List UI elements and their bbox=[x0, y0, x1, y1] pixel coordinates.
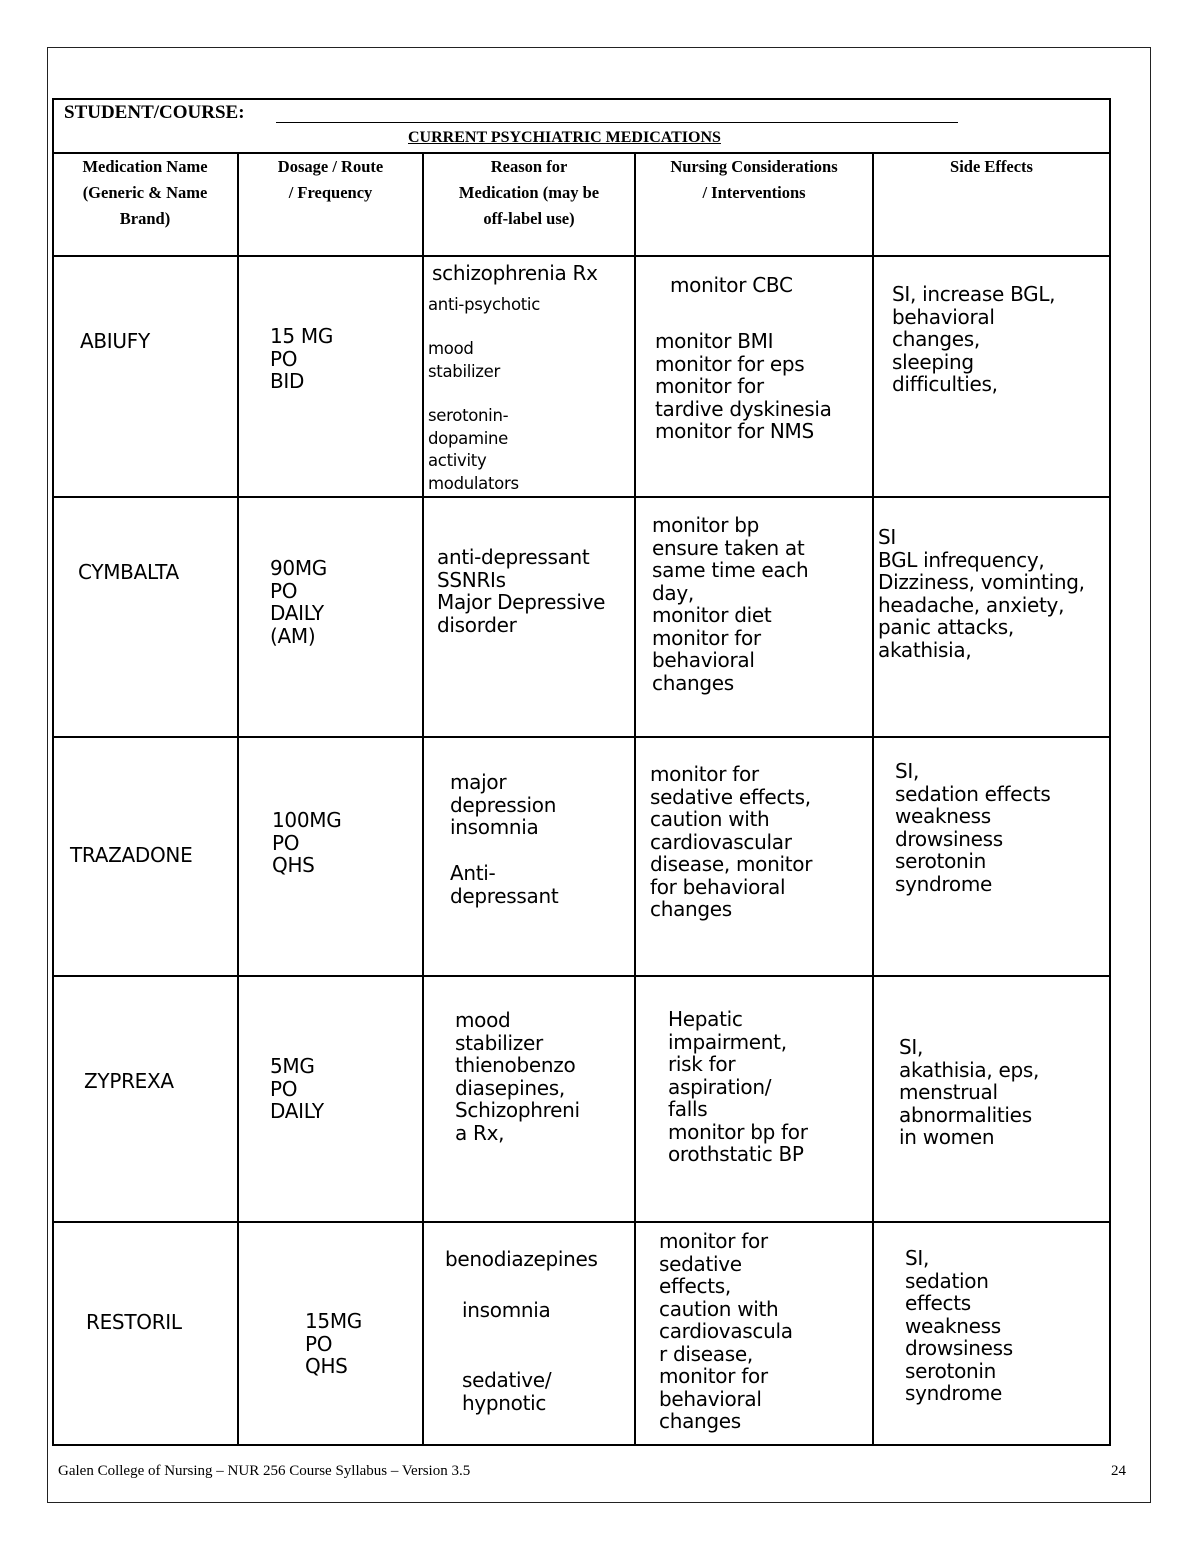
nursing-considerations: monitor bp ensure taken at same time eac… bbox=[652, 513, 809, 695]
header-reason-for-medication: Reason for Medication (may be off-label … bbox=[458, 157, 600, 228]
reason-for-medication: benodiazepines bbox=[445, 1247, 598, 1271]
nursing-considerations: monitor BMI monitor for eps monitor for … bbox=[655, 329, 832, 443]
footer-text: Galen College of Nursing – NUR 256 Cours… bbox=[58, 1463, 471, 1479]
row-divider bbox=[52, 255, 1111, 257]
row-divider bbox=[52, 736, 1111, 738]
dosage-route-frequency: 5MG PO DAILY bbox=[270, 1054, 324, 1123]
page-border bbox=[47, 47, 1151, 1503]
reason-for-medication: anti-depressant SSNRIs Major Depressive … bbox=[437, 545, 606, 637]
reason-for-medication: mood stabilizer thienobenzo diasepines, … bbox=[455, 1008, 580, 1145]
dosage-route-frequency: 100MG PO QHS bbox=[272, 808, 342, 877]
reason-for-medication: Anti- depressant bbox=[450, 861, 559, 908]
reason-for-medication: major depression insomnia bbox=[450, 770, 557, 839]
reason-for-medication: anti-psychotic bbox=[428, 295, 540, 314]
side-effects: SI, increase BGL, behavioral changes, sl… bbox=[892, 282, 1056, 396]
table-title: CURRENT PSYCHIATRIC MEDICATIONS bbox=[408, 129, 721, 146]
side-effects: SI BGL infrequency, Dizziness, vominting… bbox=[878, 525, 1085, 662]
student-course-label: STUDENT/COURSE: bbox=[64, 102, 245, 123]
side-effects: SI, sedation effects weakness drowsiness… bbox=[895, 759, 1051, 896]
row-divider bbox=[52, 975, 1111, 977]
header-dosage-route-frequency: Dosage / Route / Frequency bbox=[277, 157, 384, 202]
row-divider bbox=[52, 1221, 1111, 1223]
medication-name: TRAZADONE bbox=[70, 843, 193, 867]
dosage-route-frequency: 15 MG PO BID bbox=[270, 324, 334, 393]
column-divider bbox=[422, 153, 424, 1445]
nursing-considerations: monitor for sedative effects, caution wi… bbox=[650, 762, 813, 921]
side-effects: SI, akathisia, eps, menstrual abnormalit… bbox=[899, 1035, 1040, 1149]
column-divider bbox=[237, 153, 239, 1445]
page-number: 24 bbox=[1111, 1463, 1126, 1479]
header-medication-name: Medication Name (Generic & Name Brand) bbox=[82, 157, 208, 228]
nursing-considerations: monitor for sedative effects, caution wi… bbox=[659, 1229, 793, 1433]
column-divider bbox=[872, 153, 874, 1445]
side-effects: SI, sedation effects weakness drowsiness… bbox=[905, 1246, 1013, 1405]
nursing-considerations: Hepatic impairment, risk for aspiration/… bbox=[668, 1007, 808, 1166]
reason-for-medication: schizophrenia Rx bbox=[432, 261, 598, 285]
medication-name: RESTORIL bbox=[86, 1310, 182, 1334]
medication-table bbox=[52, 98, 1111, 1446]
header-side-effects: Side Effects bbox=[950, 157, 1033, 176]
reason-for-medication: sedative/ hypnotic bbox=[462, 1368, 552, 1415]
reason-for-medication: mood stabilizer bbox=[428, 339, 500, 381]
medication-name: ZYPREXA bbox=[84, 1069, 174, 1093]
row-divider bbox=[52, 152, 1111, 154]
dosage-route-frequency: 15MG PO QHS bbox=[305, 1309, 363, 1378]
reason-for-medication: insomnia bbox=[462, 1298, 551, 1322]
medication-name: ABIUFY bbox=[80, 329, 150, 353]
medication-name: CYMBALTA bbox=[78, 560, 179, 584]
reason-for-medication: serotonin- dopamine activity modulators bbox=[428, 406, 519, 493]
dosage-route-frequency: 90MG PO DAILY (AM) bbox=[270, 556, 328, 648]
student-course-blank-line[interactable] bbox=[276, 122, 958, 123]
header-nursing-considerations: Nursing Considerations / Interventions bbox=[670, 157, 838, 202]
nursing-considerations: monitor CBC bbox=[670, 273, 793, 297]
row-divider bbox=[52, 496, 1111, 498]
column-divider bbox=[634, 153, 636, 1445]
